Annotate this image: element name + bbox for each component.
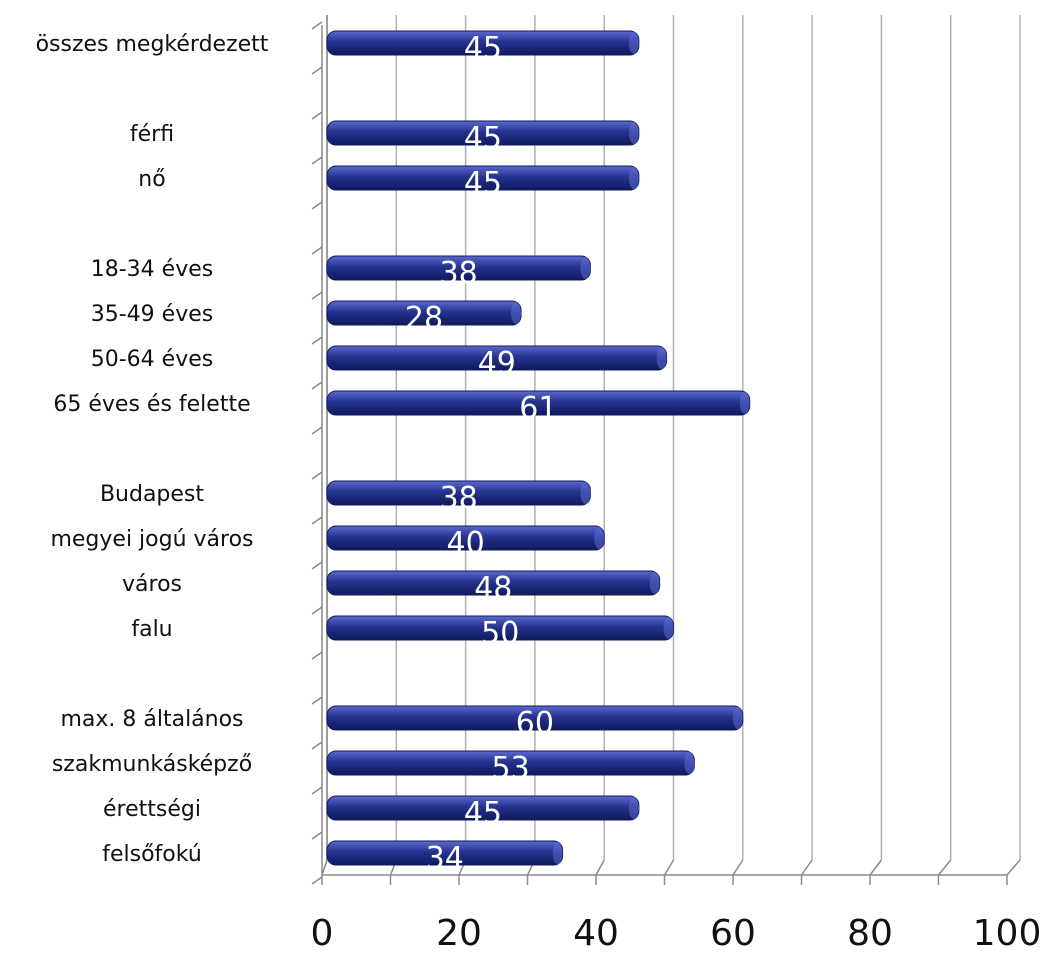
category-labels: összes megkérdezett férfi nő 18-34 éves 35-4… [36,32,269,867]
y-tick-mark [311,696,323,705]
x-tick-label: 80 [847,913,893,954]
y-tick-mark [311,831,323,840]
data-label: 45 [464,166,502,201]
category-label: város [122,572,182,597]
bar-cap [663,617,674,639]
data-label: 48 [474,571,512,606]
bar-cap [656,347,667,369]
data-label: 53 [492,751,530,786]
floor-connector [663,859,675,876]
bar-cap [739,392,750,414]
x-tick-label: 20 [436,913,482,954]
data-label: 61 [519,391,557,426]
category-label: szakmunkásképző [52,752,252,777]
y-tick-mark [311,786,323,795]
data-label: 28 [405,301,443,336]
bar-cap [511,302,522,324]
data-label: 50 [481,616,519,651]
data-label: 49 [478,346,516,381]
bar-cap [732,707,743,729]
y-tick-mark [311,426,323,435]
x-tick-label: 0 [311,913,334,954]
category-label: 18-34 éves [91,257,213,282]
y-tick-mark [311,66,323,75]
floor-connector [869,859,882,876]
data-label: 38 [440,481,478,516]
y-tick-mark [311,741,323,750]
floor-connector [1006,859,1021,876]
floor-connector [321,859,328,876]
data-label: 40 [447,526,485,561]
y-tick-mark [311,381,323,390]
y-tick-mark [311,111,323,120]
y-tick-mark [311,291,323,300]
x-tick-label: 40 [573,913,619,954]
data-label: 45 [464,31,502,66]
category-label: falu [131,617,172,642]
bar-cap [628,797,639,819]
category-label: összes megkérdezett [36,32,269,57]
data-label: 38 [440,256,478,291]
bar-cap [628,122,639,144]
bar-cap [649,572,660,594]
data-label: 34 [426,841,464,876]
category-label: Budapest [100,482,204,507]
y-tick-mark [311,876,323,885]
floor-connector [595,859,605,876]
y-tick-mark [311,336,323,345]
category-label: megyei jogú város [50,527,253,552]
bar-cap [580,257,591,279]
x-tick-labels: 0 20 40 60 80 100 [311,913,1042,954]
x-tick-label: 60 [710,913,756,954]
data-label: 60 [516,706,554,741]
category-label: 65 éves és felette [53,392,250,417]
floor-connector [732,859,744,876]
y-tick-mark [311,651,323,660]
y-tick-mark [311,156,323,165]
y-tick-mark [311,516,323,525]
category-label: 50-64 éves [91,347,213,372]
y-tick-mark [311,201,323,210]
y-tick-mark [311,561,323,570]
data-label: 45 [464,796,502,831]
bar-cap [628,32,639,54]
category-label: nő [138,167,165,192]
category-label: max. 8 általános [60,707,243,732]
y-tick-mark [311,606,323,615]
category-label: 35-49 éves [91,302,213,327]
bar-cap [684,752,695,774]
bar [326,750,695,776]
y-tick-mark [311,246,323,255]
y-tick-mark [311,21,323,30]
y-tick-mark [311,471,323,480]
x-tick-label: 100 [973,913,1042,954]
data-label: 45 [464,121,502,156]
bar-cap [580,482,591,504]
category-label: felsőfokú [102,842,202,867]
bar-cap [552,842,563,864]
floor-connector [937,859,952,876]
category-label: férfi [130,122,174,147]
floor-connector [800,859,813,876]
category-label: érettségi [103,797,201,822]
bar-cap [628,167,639,189]
bar-cap [594,527,605,549]
